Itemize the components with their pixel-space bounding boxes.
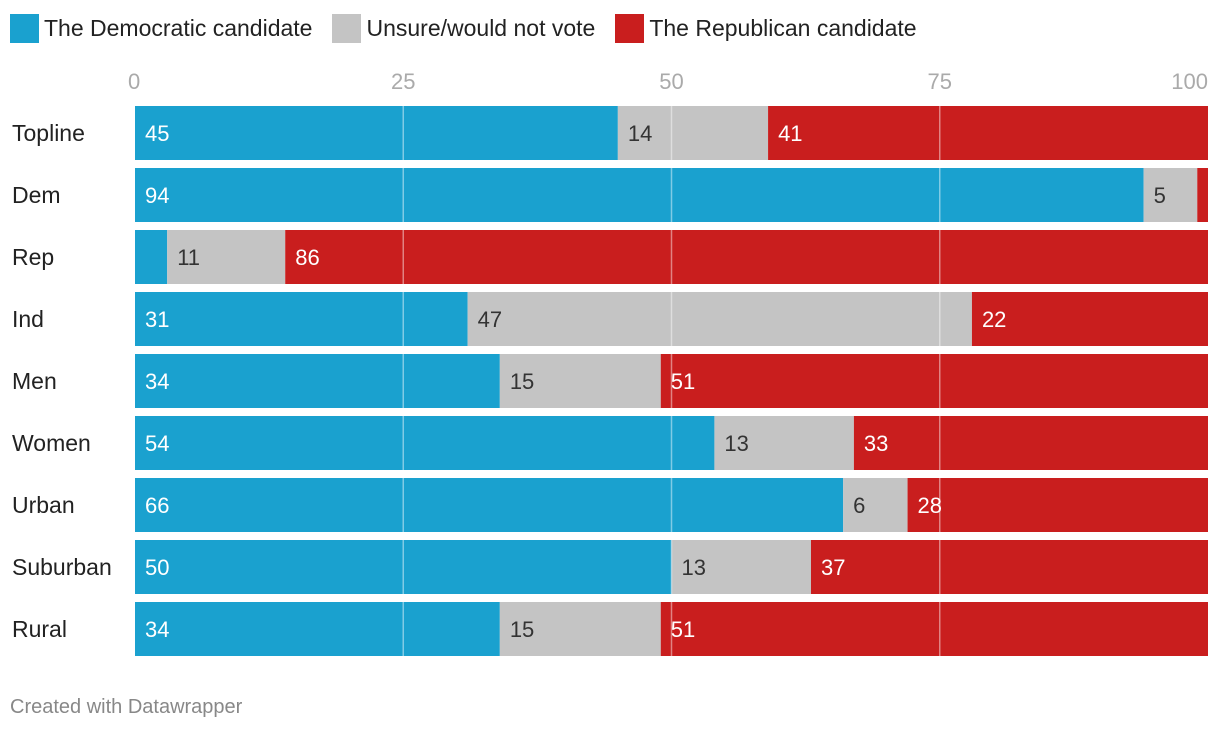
data-label: 14	[628, 121, 652, 146]
data-label: 51	[671, 369, 695, 394]
footer-credit: Created with Datawrapper	[10, 696, 243, 718]
bar-segment	[167, 230, 286, 284]
category-label: Rural	[12, 616, 67, 642]
category-label: Topline	[12, 120, 85, 146]
legend-item: The Republican candidate	[615, 13, 917, 43]
bar-segment	[971, 292, 1208, 346]
bar-segment	[135, 478, 844, 532]
bar-segment	[135, 106, 618, 160]
legend-label: The Republican candidate	[649, 14, 917, 41]
bar-segment	[768, 106, 1208, 160]
category-label: Rep	[12, 244, 54, 270]
bar-segment	[467, 292, 972, 346]
bar-segment	[853, 416, 1208, 470]
bar-segment	[135, 230, 168, 284]
data-label: 28	[918, 493, 942, 518]
bar-segment	[660, 602, 1208, 656]
x-tick-label: 50	[659, 69, 683, 94]
data-label: 86	[295, 245, 319, 270]
x-tick-label: 75	[928, 69, 952, 94]
data-label: 66	[145, 493, 169, 518]
data-label: 5	[1154, 183, 1166, 208]
data-label: 31	[145, 307, 169, 332]
data-label: 37	[821, 555, 845, 580]
legend-swatch	[332, 13, 362, 43]
data-label: 34	[145, 617, 169, 642]
data-label: 34	[145, 369, 169, 394]
data-label: 94	[145, 183, 169, 208]
data-label: 33	[864, 431, 888, 456]
bar-segment	[660, 354, 1208, 408]
bar-segment	[843, 478, 908, 532]
data-label: 11	[177, 245, 200, 270]
data-label: 15	[510, 369, 534, 394]
bar-segment	[135, 416, 715, 470]
bar-segment	[714, 416, 854, 470]
bar-segment	[135, 168, 1144, 222]
data-label: 13	[724, 431, 748, 456]
legend: The Democratic candidate Unsure/would not…	[10, 12, 937, 44]
bar-segment	[1143, 168, 1198, 222]
bar-segment	[285, 230, 1209, 284]
category-label: Dem	[12, 182, 61, 208]
data-label: 45	[145, 121, 169, 146]
data-label: 47	[478, 307, 502, 332]
bar-segment	[499, 354, 661, 408]
category-label: Women	[12, 430, 91, 456]
bar-segment	[907, 478, 1208, 532]
bar-segment	[135, 292, 468, 346]
data-label: 22	[982, 307, 1006, 332]
x-tick-label: 25	[391, 69, 415, 94]
bar-segment	[135, 602, 500, 656]
data-label: 13	[682, 555, 706, 580]
category-label: Suburban	[12, 554, 112, 580]
legend-label: Unsure/would not vote	[366, 14, 596, 41]
legend-item: The Democratic candidate	[10, 13, 313, 43]
legend-swatch	[10, 13, 39, 43]
bar-segment	[135, 354, 500, 408]
stacked-bar-chart: 0 25 50 75 100 Topline 45 14 41 Dem 94 5 Rep 11 86 Ind 3…	[12, 69, 1209, 656]
category-label: Urban	[12, 492, 75, 518]
data-label: 41	[778, 121, 802, 146]
data-label: 51	[671, 617, 695, 642]
category-label: Ind	[12, 306, 44, 332]
bar-segment	[135, 540, 672, 594]
bar-segment	[810, 540, 1208, 594]
x-tick-label: 0	[128, 69, 140, 94]
legend-label: The Democratic candidate	[44, 14, 313, 41]
bar-segment	[617, 106, 769, 160]
legend-swatch	[615, 13, 645, 43]
data-label: 54	[145, 431, 169, 456]
data-label: 50	[145, 555, 169, 580]
bar-segment	[1197, 168, 1208, 222]
bar-segment	[499, 602, 661, 656]
data-label: 6	[853, 493, 865, 518]
category-label: Men	[12, 368, 57, 394]
bar-segment	[671, 540, 811, 594]
x-tick-label: 100	[1171, 69, 1208, 94]
data-label: 15	[510, 617, 534, 642]
legend-item: Unsure/would not vote	[332, 13, 596, 43]
